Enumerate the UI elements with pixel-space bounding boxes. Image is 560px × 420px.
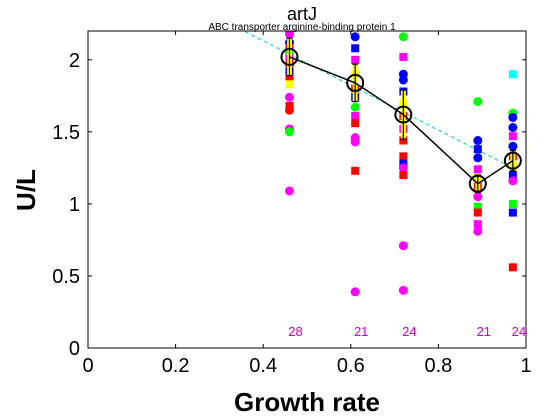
sample-count-label: 21 xyxy=(477,324,491,339)
data-point xyxy=(399,171,408,180)
data-point xyxy=(351,112,360,121)
data-point xyxy=(399,136,408,145)
data-point xyxy=(508,199,517,208)
x-tick-label: 0.6 xyxy=(337,355,365,377)
y-tick-label: 0 xyxy=(69,338,80,360)
data-point xyxy=(350,137,360,147)
x-tick-label: 0 xyxy=(82,355,93,377)
data-point xyxy=(351,44,360,53)
data-point xyxy=(473,208,482,217)
sample-count-label: 21 xyxy=(354,324,368,339)
x-tick-label: 0.2 xyxy=(162,355,190,377)
mean-marker xyxy=(346,73,365,92)
fit-line xyxy=(242,31,514,169)
data-point xyxy=(508,176,518,186)
data-point xyxy=(398,241,408,251)
data-point xyxy=(508,123,518,133)
plot-frame xyxy=(87,30,527,349)
data-point xyxy=(284,31,294,39)
data-point xyxy=(284,186,294,196)
data-point xyxy=(508,70,517,79)
data-point xyxy=(399,152,408,161)
mean-marker xyxy=(503,151,522,170)
data-point xyxy=(399,52,408,61)
x-axis: 0 0.2 0.4 0.6 0.8 1 xyxy=(82,31,532,377)
sample-count-label: 28 xyxy=(288,324,302,339)
x-axis-label: Growth rate xyxy=(234,387,380,417)
data-point xyxy=(473,192,483,202)
data-point xyxy=(350,287,360,297)
data-point xyxy=(508,208,517,217)
y-tick-label: 1 xyxy=(69,194,80,216)
data-point xyxy=(398,32,408,42)
data-point xyxy=(284,105,294,115)
data-point xyxy=(473,136,483,146)
data-point xyxy=(350,102,360,112)
data-point xyxy=(351,55,360,64)
data-point xyxy=(284,127,294,137)
y-axis: 0 0.5 1 1.5 2 xyxy=(52,50,526,360)
y-tick-label: 0.5 xyxy=(52,266,80,288)
data-point xyxy=(351,166,360,175)
data-point xyxy=(508,112,518,122)
data-point xyxy=(508,132,517,141)
data-point xyxy=(285,74,294,83)
data-point xyxy=(473,145,482,154)
data-point xyxy=(350,32,360,42)
data-point xyxy=(508,171,517,180)
mean-marker xyxy=(468,174,487,193)
data-point xyxy=(284,92,294,102)
data-point xyxy=(473,97,483,107)
data-point xyxy=(398,163,408,173)
mean-marker xyxy=(394,105,413,124)
mean-marker xyxy=(280,47,299,66)
data-point xyxy=(473,226,483,236)
x-tick-label: 1 xyxy=(520,355,531,377)
mean-line xyxy=(289,56,514,185)
data-point xyxy=(473,153,483,163)
sample-count-label: 24 xyxy=(402,324,416,339)
y-axis-label: U/L xyxy=(11,169,41,211)
data-point xyxy=(351,119,360,128)
chart-subtitle: ABC transporter arginine-binding protein… xyxy=(208,22,396,33)
data-point xyxy=(398,285,408,295)
plot-area xyxy=(242,31,522,297)
data-point xyxy=(508,141,518,151)
data-point xyxy=(473,165,482,174)
count-labels: 28 21 24 21 24 xyxy=(288,324,526,339)
x-tick-label: 0.8 xyxy=(424,355,452,377)
data-point xyxy=(473,220,482,229)
data-point xyxy=(473,202,482,211)
sample-count-label: 24 xyxy=(512,324,526,339)
data-point xyxy=(508,263,517,272)
chart-title: artJ xyxy=(287,4,317,24)
data-point xyxy=(285,80,294,89)
data-point xyxy=(398,75,408,85)
y-tick-label: 2 xyxy=(69,50,80,72)
x-tick-label: 0.4 xyxy=(249,355,277,377)
y-tick-label: 1.5 xyxy=(52,122,80,144)
